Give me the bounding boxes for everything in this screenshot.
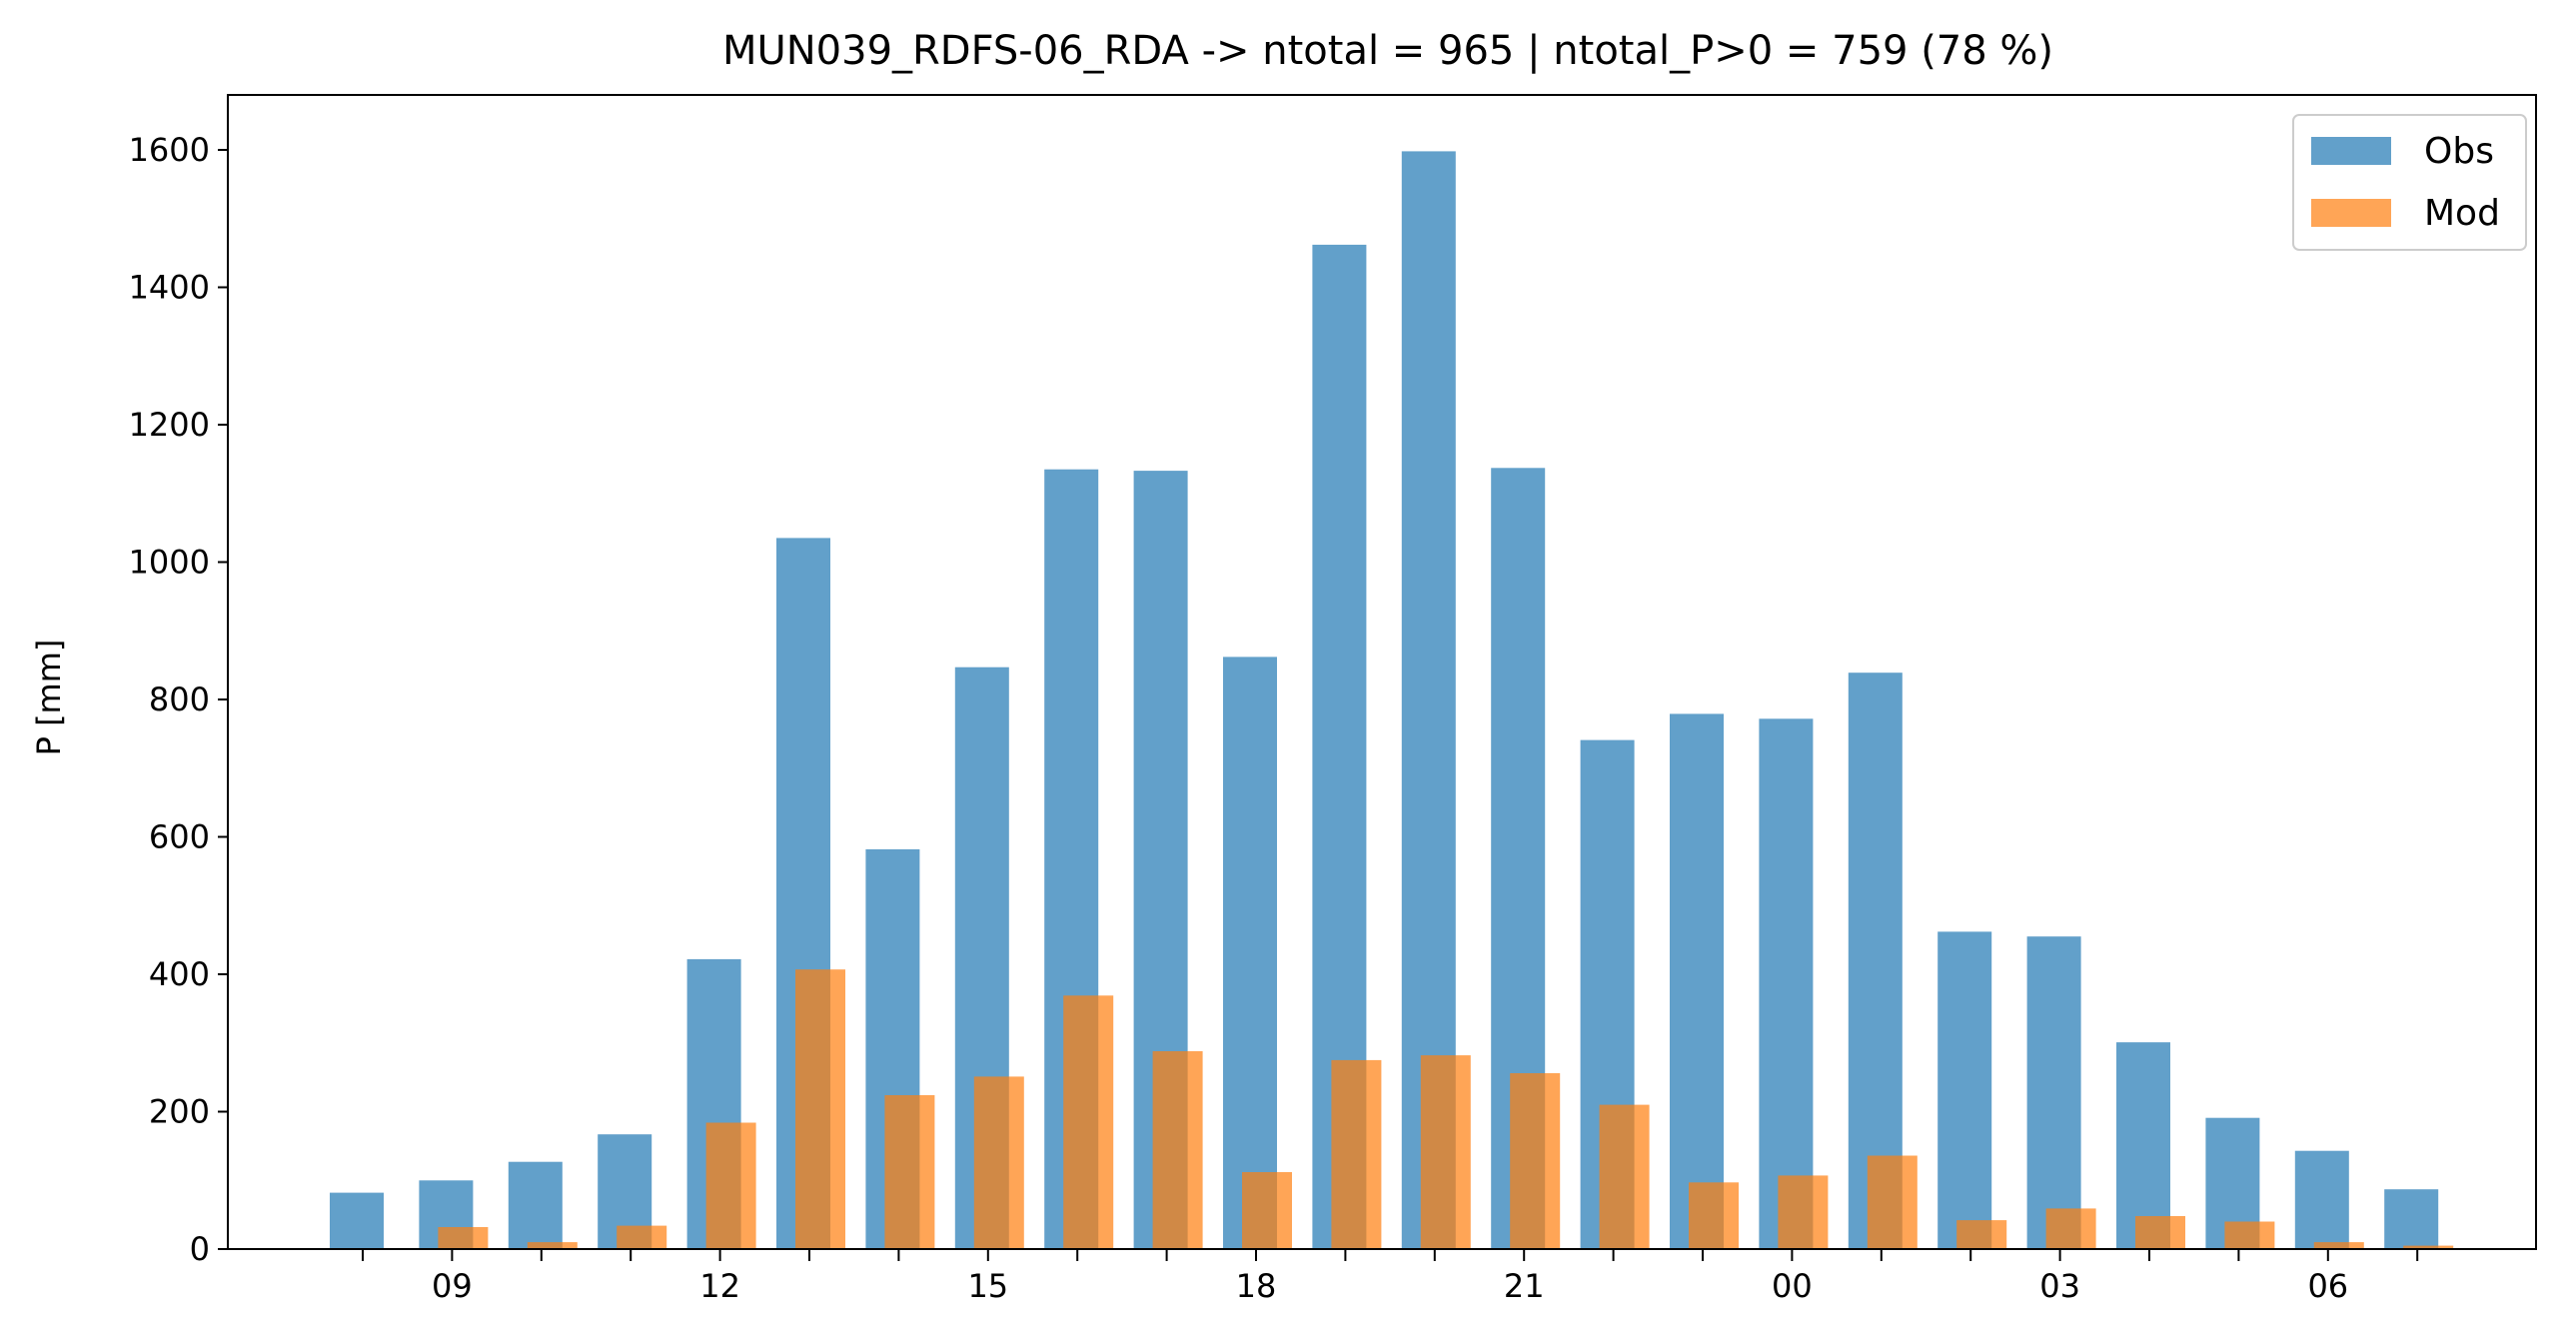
y-tick-label: 600	[149, 818, 210, 856]
x-tick-label: 09	[432, 1267, 473, 1305]
legend: Obs Mod	[2292, 114, 2527, 251]
y-tick-label: 400	[149, 955, 210, 993]
bar-obs	[1223, 657, 1277, 1249]
bar-mod	[884, 1095, 935, 1249]
chart-title: MUN039_RDFS-06_RDA -> ntotal = 965 | nto…	[722, 28, 2053, 74]
bar-obs	[2384, 1189, 2439, 1249]
bar-mod	[1689, 1182, 1739, 1249]
bar-obs	[1759, 718, 1814, 1250]
y-tick-label: 800	[149, 680, 210, 718]
y-tick-label: 0	[190, 1230, 210, 1268]
x-axis: 09 12 15 18 21 00 03 06	[362, 1249, 2419, 1305]
x-tick-label: 15	[967, 1267, 1008, 1305]
bar-mod	[705, 1122, 756, 1249]
bar-mod	[527, 1242, 578, 1249]
bar-mod	[1599, 1104, 1650, 1249]
x-tick-label: 21	[1504, 1267, 1545, 1305]
bar-mod	[2403, 1245, 2454, 1249]
legend-swatch-obs	[2311, 137, 2391, 165]
bar-mod	[1242, 1172, 1292, 1249]
x-tick-label: 00	[1772, 1267, 1813, 1305]
bar-mod	[1867, 1155, 1918, 1249]
legend-swatch-mod	[2311, 199, 2391, 227]
y-tick-label: 1600	[129, 131, 210, 169]
bar-obs	[2294, 1150, 2349, 1249]
bar-obs	[2116, 1042, 2170, 1249]
bar-obs	[1848, 672, 1903, 1249]
bar-mod	[795, 969, 845, 1249]
y-axis: 0 200 400 600 800 1000 1200 1400 1600	[129, 131, 228, 1268]
bar-obs	[330, 1192, 384, 1249]
y-tick-label: 1200	[129, 406, 210, 444]
bar-mod	[1420, 1055, 1471, 1249]
y-tick-label: 1400	[129, 269, 210, 307]
x-tick-label: 03	[2039, 1267, 2080, 1305]
bar-mod	[1778, 1175, 1829, 1249]
legend-label-obs: Obs	[2424, 131, 2494, 172]
bar-mod	[1956, 1220, 2007, 1249]
bar-obs	[1670, 713, 1724, 1249]
plot-area-frame	[227, 94, 2537, 1250]
bar-mod	[973, 1076, 1024, 1249]
bar-obs	[1937, 931, 1992, 1249]
bar-mod	[1152, 1051, 1203, 1249]
bar-mod	[2135, 1216, 2185, 1249]
x-tick-label: 06	[2307, 1267, 2348, 1305]
x-tick-label: 12	[699, 1267, 740, 1305]
bar-mod	[1331, 1059, 1382, 1249]
bar-mod	[2045, 1208, 2096, 1249]
y-tick-label: 200	[149, 1093, 210, 1131]
legend-label-mod: Mod	[2424, 193, 2500, 234]
bar-mod	[617, 1225, 667, 1249]
bar-obs	[508, 1161, 563, 1249]
y-tick-label: 1000	[129, 544, 210, 582]
x-tick-label: 18	[1236, 1267, 1277, 1305]
bars-layer	[330, 151, 2454, 1250]
bar-mod	[438, 1227, 489, 1249]
bar-mod	[2313, 1242, 2364, 1249]
bar-obs	[2026, 936, 2081, 1249]
y-axis-label: P [mm]	[30, 640, 68, 756]
bar-mod	[1510, 1073, 1561, 1249]
bar-mod	[1063, 995, 1114, 1249]
bar-mod	[2224, 1221, 2275, 1249]
